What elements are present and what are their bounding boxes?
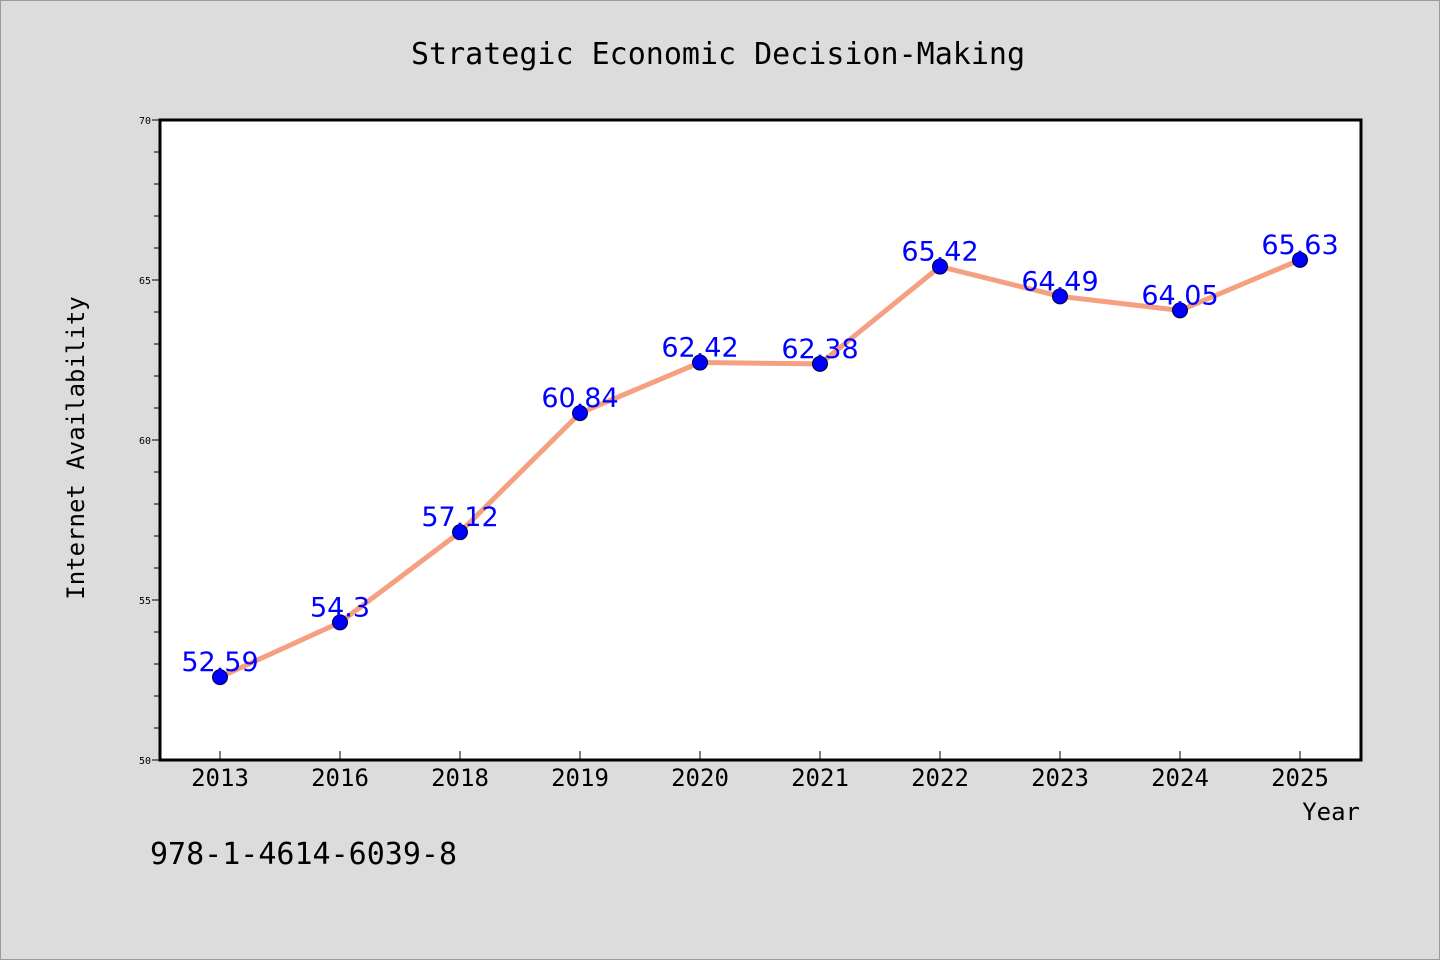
y-tick-label: 70 xyxy=(139,116,151,127)
data-point xyxy=(1052,288,1068,305)
data-label: 64.49 xyxy=(1021,266,1098,297)
data-label: 65.42 xyxy=(901,237,978,268)
x-tick-label: 2020 xyxy=(671,764,729,792)
x-tick-label: 2024 xyxy=(1151,764,1209,792)
y-tick-label: 60 xyxy=(139,436,151,447)
x-tick-label: 2023 xyxy=(1031,764,1089,792)
data-label: 64.05 xyxy=(1141,280,1218,311)
y-tick-label: 55 xyxy=(139,596,151,607)
data-point xyxy=(812,355,828,372)
data-label: 57.12 xyxy=(421,502,498,533)
y-axis-label: Internet Availability xyxy=(62,296,90,599)
y-tick-label: 50 xyxy=(139,756,151,767)
x-axis: 2013 2016 2018 2019 2020 2021 2022 2023 2024 2025 xyxy=(191,751,1329,792)
series-line xyxy=(217,257,1303,680)
footer-text: 978-1-4614-6039-8 xyxy=(150,837,457,872)
data-label: 52.59 xyxy=(181,647,258,678)
data-point xyxy=(692,354,708,371)
series-layer: 52.59 54.3 57.12 60.84 62.42 62.38 65.42 64.49 6… xyxy=(181,230,1339,686)
x-tick-label: 2025 xyxy=(1271,764,1329,792)
data-point xyxy=(332,614,348,631)
data-point xyxy=(1172,302,1188,319)
x-tick-label: 2013 xyxy=(191,764,249,792)
chart-title: Strategic Economic Decision-Making xyxy=(411,37,1025,72)
y-axis: 50 55 60 65 70 xyxy=(139,116,160,767)
x-tick-label: 2016 xyxy=(311,764,369,792)
x-tick-label: 2021 xyxy=(791,764,849,792)
data-point xyxy=(452,524,468,541)
x-tick-label: 2019 xyxy=(551,764,609,792)
data-label: 62.38 xyxy=(781,334,858,365)
x-tick-label: 2018 xyxy=(431,764,489,792)
x-axis-label: Year xyxy=(1302,798,1360,826)
data-point xyxy=(572,405,588,422)
data-point xyxy=(212,669,228,686)
y-tick-label: 65 xyxy=(139,276,151,287)
data-label: 60.84 xyxy=(541,383,618,414)
data-point xyxy=(1292,251,1308,268)
data-label: 62.42 xyxy=(661,333,738,364)
plot-area xyxy=(158,118,1363,762)
x-tick-label: 2022 xyxy=(911,764,969,792)
data-point xyxy=(932,258,948,275)
data-label: 54.3 xyxy=(310,592,370,623)
data-label: 65.63 xyxy=(1261,230,1338,261)
